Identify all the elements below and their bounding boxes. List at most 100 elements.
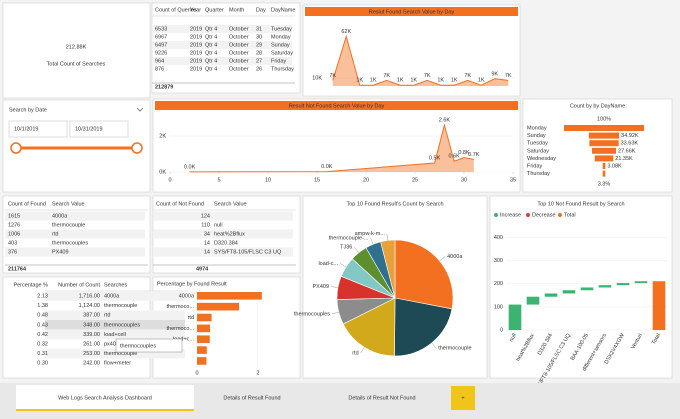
category-label: Tuesday xyxy=(527,141,548,147)
table-header: Searches xyxy=(104,282,127,288)
row-band xyxy=(152,41,292,49)
date-box[interactable] xyxy=(69,120,129,138)
table-cell: heat%2Bflux xyxy=(214,231,245,237)
table-cell: thermocouple xyxy=(104,303,137,309)
table-cell: 339.00 xyxy=(83,332,100,338)
table-cell: Monday xyxy=(271,34,291,40)
data-label: 1K xyxy=(451,78,458,84)
table-cell: 403 xyxy=(8,240,17,246)
category-label: Friday xyxy=(527,163,543,169)
bar xyxy=(197,346,207,354)
table-cell: thermocouples xyxy=(52,240,88,246)
bar xyxy=(197,302,239,311)
waterfall-bar xyxy=(562,290,576,294)
table-cell: 4000a xyxy=(52,213,68,219)
legend-label: Decrease xyxy=(532,212,556,218)
funnel-top-label: 100% xyxy=(597,116,611,122)
table-cell: 26 xyxy=(256,66,262,72)
data-label: 7K xyxy=(329,73,336,79)
legend-swatch xyxy=(558,213,562,217)
panel xyxy=(489,195,673,379)
panel xyxy=(152,98,521,193)
table-cell: Qtr 4 xyxy=(205,66,217,72)
tab[interactable]: Details of Result Found xyxy=(223,395,280,401)
table-cell: 14 xyxy=(204,249,210,255)
funnel-bottom-label: 3.3% xyxy=(598,182,611,188)
leader-line xyxy=(331,311,339,315)
data-label: 9K xyxy=(491,71,498,77)
table-cell: 0.32 xyxy=(37,341,48,347)
leader-line xyxy=(330,286,338,288)
data-label: 7K xyxy=(505,73,512,79)
slice-label: thermocouples xyxy=(294,311,330,317)
tab[interactable]: Web Logs Search Analysis Dashboard xyxy=(58,395,152,401)
table-cell: 0.43 xyxy=(37,322,48,328)
slider-handle[interactable] xyxy=(131,142,143,154)
x-tick-label: 35 xyxy=(510,177,516,183)
leader-line xyxy=(370,237,374,245)
row-band xyxy=(152,25,292,33)
bar xyxy=(197,357,207,365)
row-band xyxy=(45,291,185,301)
y-tick-label: 0K xyxy=(159,169,166,175)
slicer-chevron[interactable] xyxy=(136,107,144,112)
kpi-value: 212.88K xyxy=(66,44,87,50)
data-label: 0.7K xyxy=(468,152,480,158)
row-band xyxy=(5,247,145,257)
table-cell: SYS/FT8-105/FLSC C3 UQ xyxy=(214,249,282,255)
data-label: 7K xyxy=(424,73,431,79)
waterfall-bar xyxy=(526,296,540,305)
table-cell: 6497 xyxy=(155,42,167,48)
leader-line xyxy=(354,247,359,253)
x-tick-label: 15 xyxy=(314,177,320,183)
data-label: 1K xyxy=(478,78,485,84)
x-tick-label: 30 xyxy=(461,177,467,183)
bar xyxy=(197,324,211,333)
category-label: Monday xyxy=(527,125,547,131)
panel xyxy=(2,2,151,99)
table-cell: 964 xyxy=(155,58,164,64)
funnel-bar xyxy=(602,170,606,177)
data-label: 27.66K xyxy=(618,148,636,154)
tooltip: thermocouples xyxy=(120,343,156,349)
table-cell: October xyxy=(229,66,249,72)
table-cell: 27 xyxy=(256,58,262,64)
table-cell: 28 xyxy=(256,50,262,56)
table-cell: 2019 xyxy=(190,42,202,48)
slice-label: rtd xyxy=(352,351,358,357)
add-tab-button[interactable] xyxy=(451,386,475,410)
date-box[interactable] xyxy=(8,120,68,138)
table-cell: load+cell xyxy=(104,332,126,338)
title-band xyxy=(305,7,518,16)
tab[interactable]: Details of Result Not Found xyxy=(348,395,415,401)
data-label: 3.08K xyxy=(607,163,622,169)
pie-slice xyxy=(342,297,396,357)
table-cell: 2019 xyxy=(190,66,202,72)
table-cell: Qtr 4 xyxy=(205,26,217,32)
table-cell: thermocouples xyxy=(104,322,140,328)
waterfall-bar xyxy=(598,285,612,288)
table-cell: 348.00 xyxy=(83,322,100,328)
slider-handle[interactable] xyxy=(10,142,22,154)
add-tab[interactable]: + xyxy=(461,395,464,401)
table-cell: 6533 xyxy=(155,26,167,32)
table-cell: rtd xyxy=(52,231,58,237)
active-tab[interactable] xyxy=(16,385,194,411)
table-cell: 0.30 xyxy=(37,361,48,367)
slice-label: PX409 xyxy=(313,284,330,290)
table-cell: 1276 xyxy=(8,222,20,228)
end-date: 10/31/2019 xyxy=(75,126,103,132)
legend-label: Increase xyxy=(500,212,521,218)
table-header: Count of Queries xyxy=(155,7,197,13)
data-label: 33.63K xyxy=(621,141,639,147)
chart-title: Reslut Found Search Value by Day xyxy=(369,9,455,15)
table-total: 212879 xyxy=(155,84,173,90)
funnel-bar xyxy=(594,155,614,162)
data-label: 0.6K xyxy=(449,154,461,160)
table-cell: Saturday xyxy=(271,50,293,56)
table-cell: 253.00 xyxy=(83,351,100,357)
data-label: 2.6K xyxy=(439,118,451,124)
x-tick-label: 5 xyxy=(217,177,220,183)
title-band xyxy=(155,101,518,110)
table-cell: October xyxy=(229,50,249,56)
